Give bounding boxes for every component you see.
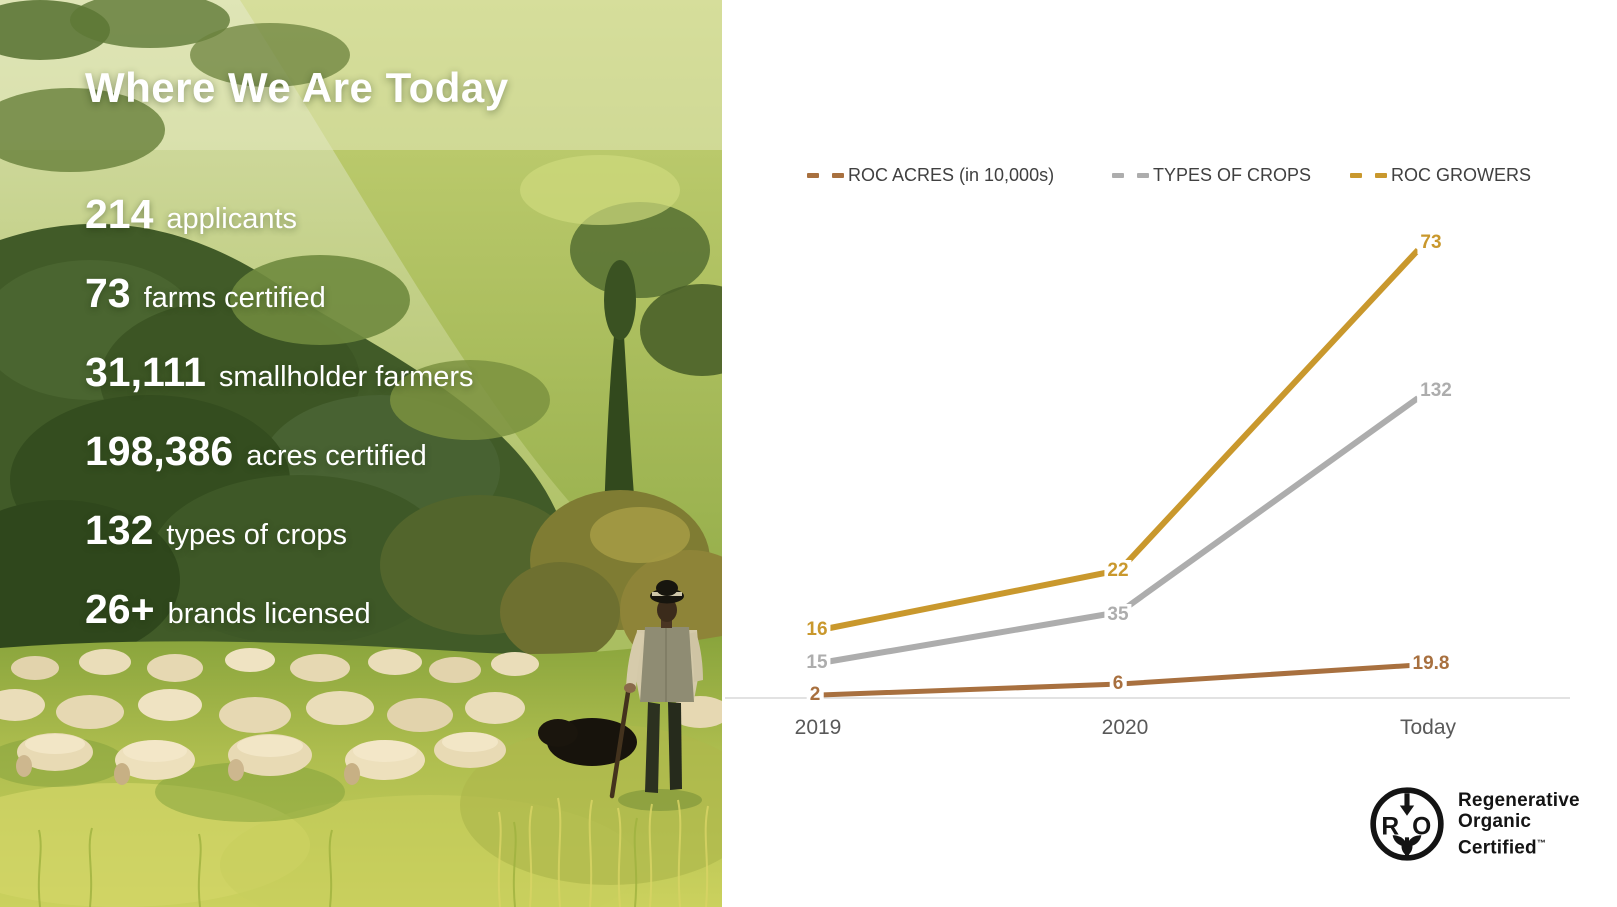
chart-lines [725, 247, 1570, 699]
sheep-flock [0, 648, 722, 785]
data-label: 2 [806, 684, 824, 706]
stat-row-acres-certified: 198,386 acres certified [85, 427, 474, 475]
chart-legend: ROC ACRES (in 10,000s) TYPES OF CROPS ROC … [722, 163, 1617, 187]
data-label: 6 [1109, 673, 1127, 695]
legend-label: ROC GROWERS [1391, 164, 1532, 185]
logo-line-2: Organic [1458, 811, 1532, 833]
roc-logo-icon: R O [1370, 787, 1444, 861]
data-label: 19.8 [1409, 653, 1453, 675]
stat-value: 198,386 [85, 428, 234, 474]
stat-value: 132 [85, 507, 154, 553]
stat-label: acres certified [246, 440, 427, 472]
page-title: Where We Are Today [85, 64, 509, 111]
logo-line-3: Certified™ [1458, 836, 1547, 858]
data-label: 15 [803, 652, 831, 674]
pasture-landscape-illustration [0, 0, 722, 907]
axis-category-label: Today [1399, 716, 1457, 739]
svg-text:R: R [1381, 813, 1399, 840]
roc-logo-text: Regenerative Organic Certified™ [1458, 790, 1580, 859]
stat-label: applicants [166, 203, 298, 235]
legend-dash-marker [1112, 172, 1149, 178]
trademark-symbol: ™ [1536, 837, 1547, 848]
data-label: 35 [1104, 604, 1132, 626]
stat-value: 73 [85, 270, 131, 316]
stat-value: 214 [85, 191, 154, 237]
growth-line-chart: ROC ACRES (in 10,000s) TYPES OF CROPS ROC … [722, 0, 1617, 907]
data-label: 132 [1417, 380, 1455, 402]
data-label: 73 [1417, 232, 1445, 254]
stat-row-applicants: 214 applicants [85, 190, 474, 238]
landscape-photo: Where We Are Today 214 applicants 73 far… [0, 0, 722, 907]
logo-line-1: Regenerative [1458, 789, 1580, 811]
stat-row-smallholder-farmers: 31,111 smallholder farmers [85, 348, 474, 396]
shepherd-figure [609, 580, 703, 811]
legend-dash-marker [1350, 172, 1387, 178]
stat-label: brands licensed [167, 598, 371, 630]
legend-label: TYPES OF CROPS [1153, 164, 1312, 185]
axis-category-label: 2019 [794, 716, 842, 739]
stat-row-farms-certified: 73 farms certified [85, 269, 474, 317]
svg-text:O: O [1412, 813, 1431, 840]
stat-label: types of crops [166, 519, 347, 551]
legend-entry: ROC GROWERS [1350, 163, 1531, 187]
legend-dash-marker [807, 172, 844, 178]
stat-value: 26+ [85, 586, 155, 632]
stat-row-brands-licensed: 26+ brands licensed [85, 585, 474, 633]
stat-value: 31,111 [85, 349, 206, 395]
legend-label: ROC ACRES (in 10,000s) [848, 164, 1055, 185]
stat-row-types-of-crops: 132 types of crops [85, 506, 474, 554]
axis-category-label: 2020 [1101, 716, 1149, 739]
stats-list: 214 applicants 73 farms certified 31,111… [85, 190, 474, 664]
legend-entry: TYPES OF CROPS [1112, 163, 1311, 187]
roc-logo: R O Regenerative Organic Certified™ [1367, 784, 1580, 864]
stat-label: farms certified [143, 282, 326, 314]
data-label: 22 [1104, 560, 1132, 582]
data-label: 16 [803, 619, 831, 641]
stat-label: smallholder farmers [218, 361, 474, 393]
legend-entry: ROC ACRES (in 10,000s) [807, 163, 1054, 187]
